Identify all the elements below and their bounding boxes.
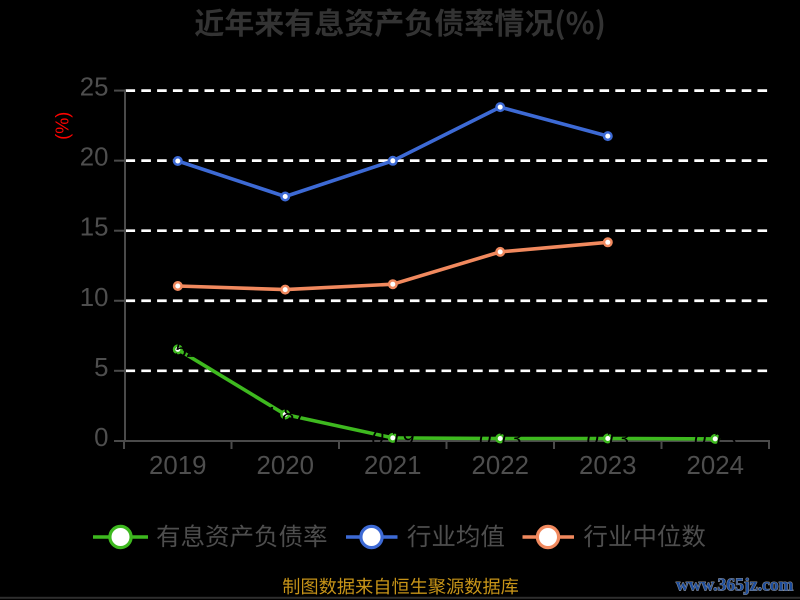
svg-text:0: 0: [94, 424, 108, 452]
svg-text:5: 5: [94, 354, 108, 382]
svg-text:20: 20: [80, 144, 109, 172]
svg-text:2022: 2022: [472, 452, 529, 480]
svg-text:25: 25: [80, 74, 109, 102]
svg-text:10: 10: [80, 284, 109, 312]
svg-text:2019: 2019: [149, 452, 206, 480]
svg-text:2020: 2020: [257, 452, 314, 480]
svg-text:15: 15: [80, 214, 109, 242]
svg-text:2023: 2023: [579, 452, 636, 480]
svg-text:(%): (%): [52, 112, 72, 140]
svg-text:www.365jz.com: www.365jz.com: [676, 575, 794, 595]
svg-text:2021: 2021: [364, 452, 421, 480]
svg-text:2024: 2024: [687, 452, 744, 480]
